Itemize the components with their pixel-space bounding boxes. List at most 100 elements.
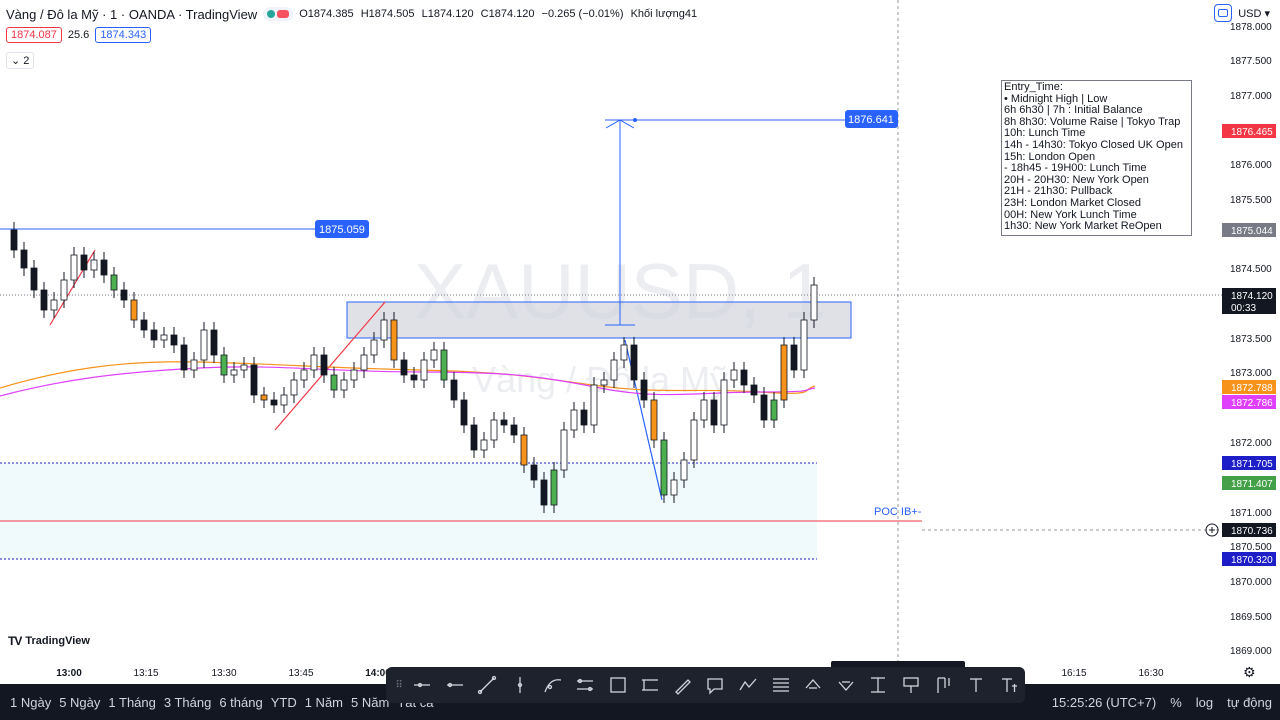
candle-body [570,409,578,431]
sell-button[interactable]: 1874.087 [6,27,62,43]
text-tool[interactable] [960,670,993,700]
long-short-tool[interactable] [927,670,960,700]
candle [70,247,78,288]
entry-time-note[interactable]: Entry_Time: • Midnight High | Low 6h 6h30 … [1001,80,1192,236]
alert-icon [277,10,290,18]
log-toggle[interactable]: log [1195,694,1214,710]
parallel-channel-tool[interactable] [569,670,602,700]
price-badge: 1874.120 [1222,288,1276,302]
parallel-channel-icon [577,678,594,692]
candle-body [110,274,118,291]
price-badge-bg [1222,552,1276,566]
auto-toggle[interactable]: tự động [1227,694,1272,710]
candle [340,372,348,398]
candle [670,472,678,503]
tv-logo-text: TradingView [25,635,90,647]
candle [280,387,288,413]
curve-tool[interactable] [536,670,569,700]
range-button[interactable]: YTD [270,694,297,710]
rectangle-tool[interactable] [601,670,634,700]
fib-tool[interactable] [764,670,797,700]
drag-handle-icon[interactable]: ⠿ [395,679,403,691]
candle [240,357,248,378]
candle-body [600,379,608,386]
range-tool[interactable] [634,670,667,700]
symbol-title[interactable]: Vàng / Đô la Mỹ · 1 · OANDA · TradingVie… [6,6,258,22]
clock[interactable]: 15:25:26 (UTC+7) [1051,694,1157,710]
add-alert-icon[interactable] [1205,523,1219,537]
candle-body [340,379,348,391]
candle-body [450,379,458,401]
price-badge-bg [1222,476,1276,490]
arrow-down-tool[interactable] [830,670,863,700]
callout-tool[interactable] [699,670,732,700]
price-badge-text: 1872.786 [1231,398,1273,409]
ray-tool[interactable] [406,670,439,700]
moving-averages [0,361,816,397]
object-tree-icon[interactable] [1214,4,1233,22]
candle-body [440,349,448,381]
candle [430,342,438,368]
candle [10,222,18,258]
candle-body [420,359,428,381]
buy-button[interactable]: 1874.343 [95,27,152,43]
range-button[interactable]: 1 Ngày [10,694,52,710]
candle-body [480,439,488,451]
candle [790,337,798,378]
arrow-up-tool[interactable] [797,670,830,700]
time-tick: 16:30 [1138,668,1163,679]
candle-body [780,344,788,401]
candle-body [70,254,78,281]
currency-selector[interactable]: USD ▾ [1238,7,1270,20]
candle-body [750,384,758,396]
flag-tool[interactable] [895,670,928,700]
range-selector: 1 Ngày 5 Ngày 1 Tháng 3 Tháng 6 tháng YTD 1 Nă… [0,695,437,710]
range-button[interactable]: 1 Năm [304,694,344,710]
range-button[interactable]: 5 Ngày [59,694,101,710]
candle [80,247,88,278]
candle-body [90,259,98,271]
indicator-collapse-button[interactable]: ⌄ 2 [6,52,35,69]
range-button[interactable]: 5 Năm [351,694,390,710]
price-tick: 1877.500 [1230,56,1272,67]
range-button[interactable]: 3 Tháng [163,694,212,710]
chart-canvas[interactable]: XAUUSD, 1 Vàng / Đô la Mỹ POC IB+- 1875.… [0,0,1280,684]
candle-body [510,424,518,436]
range-button[interactable]: 1 Tháng [108,694,156,710]
price-badge: 00:33 [1222,300,1276,314]
candle-body [430,349,438,361]
candle [270,392,278,413]
candle [60,272,68,308]
candle-body [620,344,628,361]
market-status-pill[interactable] [263,7,294,21]
price-range-icon [871,677,886,693]
gear-icon[interactable]: ⚙ [1243,664,1256,680]
candle-body [280,394,288,406]
path-tool[interactable] [732,670,765,700]
candle [580,402,588,433]
price-tick: 1873.000 [1230,368,1272,379]
candle [680,452,688,488]
vertical-line-tool[interactable] [504,670,537,700]
price-badge: 1871.705 [1222,456,1276,470]
price-badge-text: 1870.320 [1231,555,1273,566]
entry-line: 15h: London Open [1004,150,1096,163]
price-range-tool[interactable] [862,670,895,700]
trend-line-tool[interactable] [471,670,504,700]
candle [290,372,298,403]
candle [370,332,378,363]
text-price-tool[interactable] [992,670,1025,700]
candle [380,312,388,348]
range-button[interactable]: 6 tháng [219,694,263,710]
trend-line-1 [49,249,96,326]
brush-tool[interactable] [667,670,700,700]
candle [470,417,478,458]
time-tick: 13:00 [56,668,82,679]
candle [630,337,638,388]
price-tick: 1877.000 [1230,91,1272,102]
trend-line-2 [274,301,386,431]
candle-body [40,289,48,311]
horizontal-line-tool[interactable] [439,670,472,700]
percent-toggle[interactable]: % [1170,694,1182,710]
tradingview-logo[interactable]: TV TradingView [8,634,90,648]
